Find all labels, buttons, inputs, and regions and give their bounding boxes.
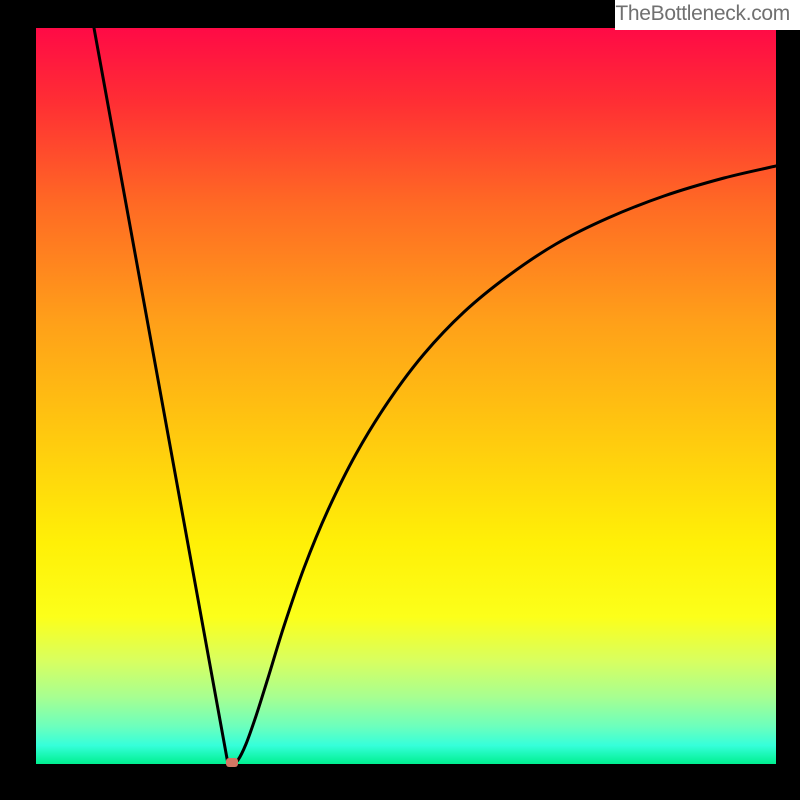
watermark-label: TheBottleneck.com	[615, 0, 800, 30]
chart-frame: TheBottleneck.com	[0, 0, 800, 800]
curve-minimum-marker	[226, 758, 238, 767]
plot-area	[36, 28, 776, 764]
curve-layer	[36, 28, 776, 764]
